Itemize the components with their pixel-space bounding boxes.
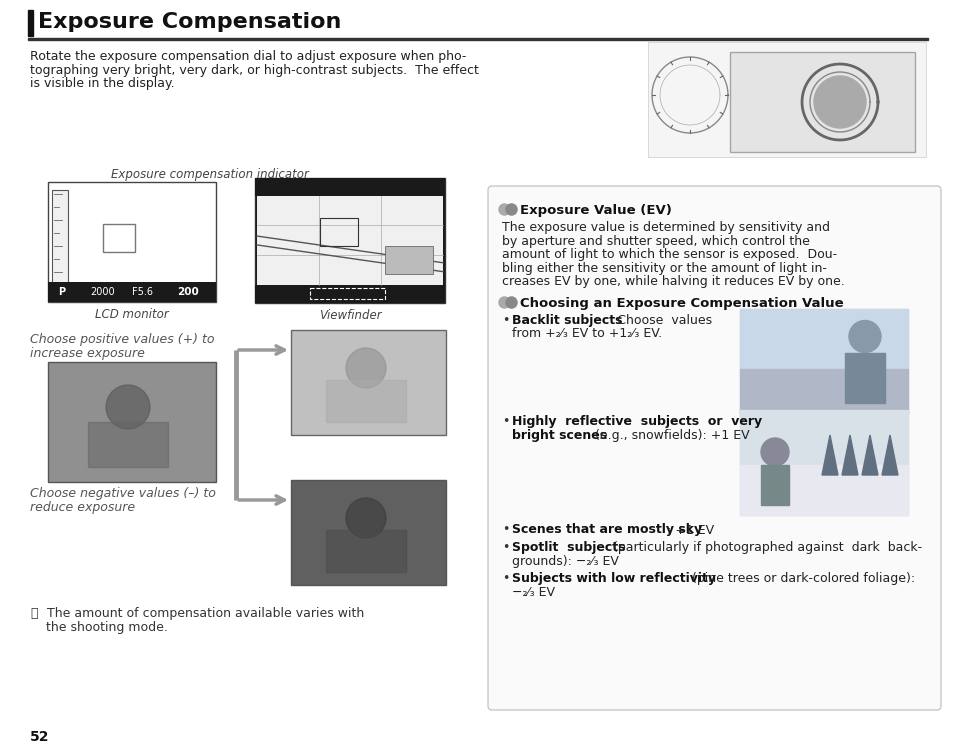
Text: Spotlit  subjects: Spotlit subjects xyxy=(512,541,625,554)
Text: Choosing an Exposure Compensation Value: Choosing an Exposure Compensation Value xyxy=(519,296,842,310)
FancyBboxPatch shape xyxy=(488,186,940,710)
Text: ⓘ: ⓘ xyxy=(30,607,37,620)
Bar xyxy=(28,10,33,36)
Text: •: • xyxy=(501,572,509,585)
Text: amount of light to which the sensor is exposed.  Dou-: amount of light to which the sensor is e… xyxy=(501,248,836,261)
Text: Exposure Value (EV): Exposure Value (EV) xyxy=(519,204,671,217)
Text: F5.6: F5.6 xyxy=(132,287,153,297)
Bar xyxy=(729,52,914,152)
Text: Subjects with low reflectivity: Subjects with low reflectivity xyxy=(512,572,716,585)
Text: The exposure value is determined by sensitivity and: The exposure value is determined by sens… xyxy=(501,221,829,234)
Text: LCD monitor: LCD monitor xyxy=(95,308,169,321)
Text: Choose negative values (–) to: Choose negative values (–) to xyxy=(30,487,215,500)
Text: :  Choose  values: : Choose values xyxy=(604,313,711,326)
Text: •: • xyxy=(501,313,509,326)
Bar xyxy=(385,246,433,274)
Bar xyxy=(310,288,385,299)
Text: Backlit subjects: Backlit subjects xyxy=(512,313,622,326)
Bar xyxy=(48,362,215,482)
Bar xyxy=(254,178,444,196)
Polygon shape xyxy=(882,435,897,475)
Text: increase exposure: increase exposure xyxy=(30,346,145,360)
Text: grounds): −₂⁄₃ EV: grounds): −₂⁄₃ EV xyxy=(512,554,618,568)
Text: Exposure compensation indicator: Exposure compensation indicator xyxy=(111,168,309,181)
Text: •: • xyxy=(501,415,509,428)
Text: : +1 EV: : +1 EV xyxy=(666,524,714,536)
Text: •: • xyxy=(501,524,509,536)
Bar xyxy=(760,465,788,505)
Polygon shape xyxy=(862,435,877,475)
Bar xyxy=(88,422,168,467)
Bar xyxy=(52,190,68,285)
Text: Exposure Compensation: Exposure Compensation xyxy=(38,12,341,32)
Circle shape xyxy=(346,348,386,388)
Text: −₂⁄₃ EV: −₂⁄₃ EV xyxy=(512,586,555,598)
Circle shape xyxy=(106,385,150,429)
Bar xyxy=(254,285,444,303)
Text: (particularly if photographed against  dark  back-: (particularly if photographed against da… xyxy=(604,541,922,554)
Text: tographing very bright, very dark, or high-contrast subjects.  The effect: tographing very bright, very dark, or hi… xyxy=(30,64,478,76)
Bar xyxy=(740,308,907,414)
Text: bright scenes: bright scenes xyxy=(512,429,606,441)
Text: is visible in the display.: is visible in the display. xyxy=(30,77,174,90)
Text: P: P xyxy=(58,287,66,297)
Bar xyxy=(647,42,925,157)
Text: from +₂⁄₃ EV to +1₂⁄₃ EV.: from +₂⁄₃ EV to +1₂⁄₃ EV. xyxy=(512,327,661,340)
Text: bling either the sensitivity or the amount of light in-: bling either the sensitivity or the amou… xyxy=(501,262,826,275)
Bar xyxy=(254,178,444,303)
Text: by aperture and shutter speed, which control the: by aperture and shutter speed, which con… xyxy=(501,235,809,248)
Bar xyxy=(291,330,446,435)
Circle shape xyxy=(346,498,386,538)
Bar xyxy=(103,224,135,252)
Bar xyxy=(319,218,357,246)
Polygon shape xyxy=(841,435,857,475)
Text: Viewfinder: Viewfinder xyxy=(318,309,381,322)
Bar xyxy=(256,196,442,285)
Circle shape xyxy=(760,438,788,466)
Bar xyxy=(740,308,907,369)
Text: •: • xyxy=(501,541,509,554)
Text: Highly  reflective  subjects  or  very: Highly reflective subjects or very xyxy=(512,415,761,428)
Text: Rotate the exposure compensation dial to adjust exposure when pho-: Rotate the exposure compensation dial to… xyxy=(30,50,466,63)
Bar xyxy=(844,352,884,402)
Text: Scenes that are mostly sky: Scenes that are mostly sky xyxy=(512,524,701,536)
Text: 2000: 2000 xyxy=(91,287,115,297)
Text: the shooting mode.: the shooting mode. xyxy=(30,621,168,634)
Bar xyxy=(740,410,907,515)
Bar xyxy=(48,282,215,302)
Polygon shape xyxy=(821,435,837,475)
Text: creases EV by one, while halving it reduces EV by one.: creases EV by one, while halving it redu… xyxy=(501,275,843,288)
Text: 200: 200 xyxy=(177,287,198,297)
Bar xyxy=(326,380,406,422)
Circle shape xyxy=(848,320,880,352)
Text: reduce exposure: reduce exposure xyxy=(30,500,135,513)
Text: Choose positive values (+) to: Choose positive values (+) to xyxy=(30,333,214,346)
Text: (e.g., snowfields): +1 EV: (e.g., snowfields): +1 EV xyxy=(590,429,749,441)
Text: The amount of compensation available varies with: The amount of compensation available var… xyxy=(43,607,364,620)
Bar xyxy=(48,182,215,302)
Bar xyxy=(740,410,907,465)
Bar xyxy=(28,38,927,40)
Circle shape xyxy=(813,76,865,128)
Bar xyxy=(740,369,907,414)
Bar xyxy=(326,530,406,572)
Text: 52: 52 xyxy=(30,730,50,744)
Bar xyxy=(740,465,907,515)
Text: (pine trees or dark-colored foliage):: (pine trees or dark-colored foliage): xyxy=(687,572,914,585)
Bar xyxy=(291,480,446,585)
